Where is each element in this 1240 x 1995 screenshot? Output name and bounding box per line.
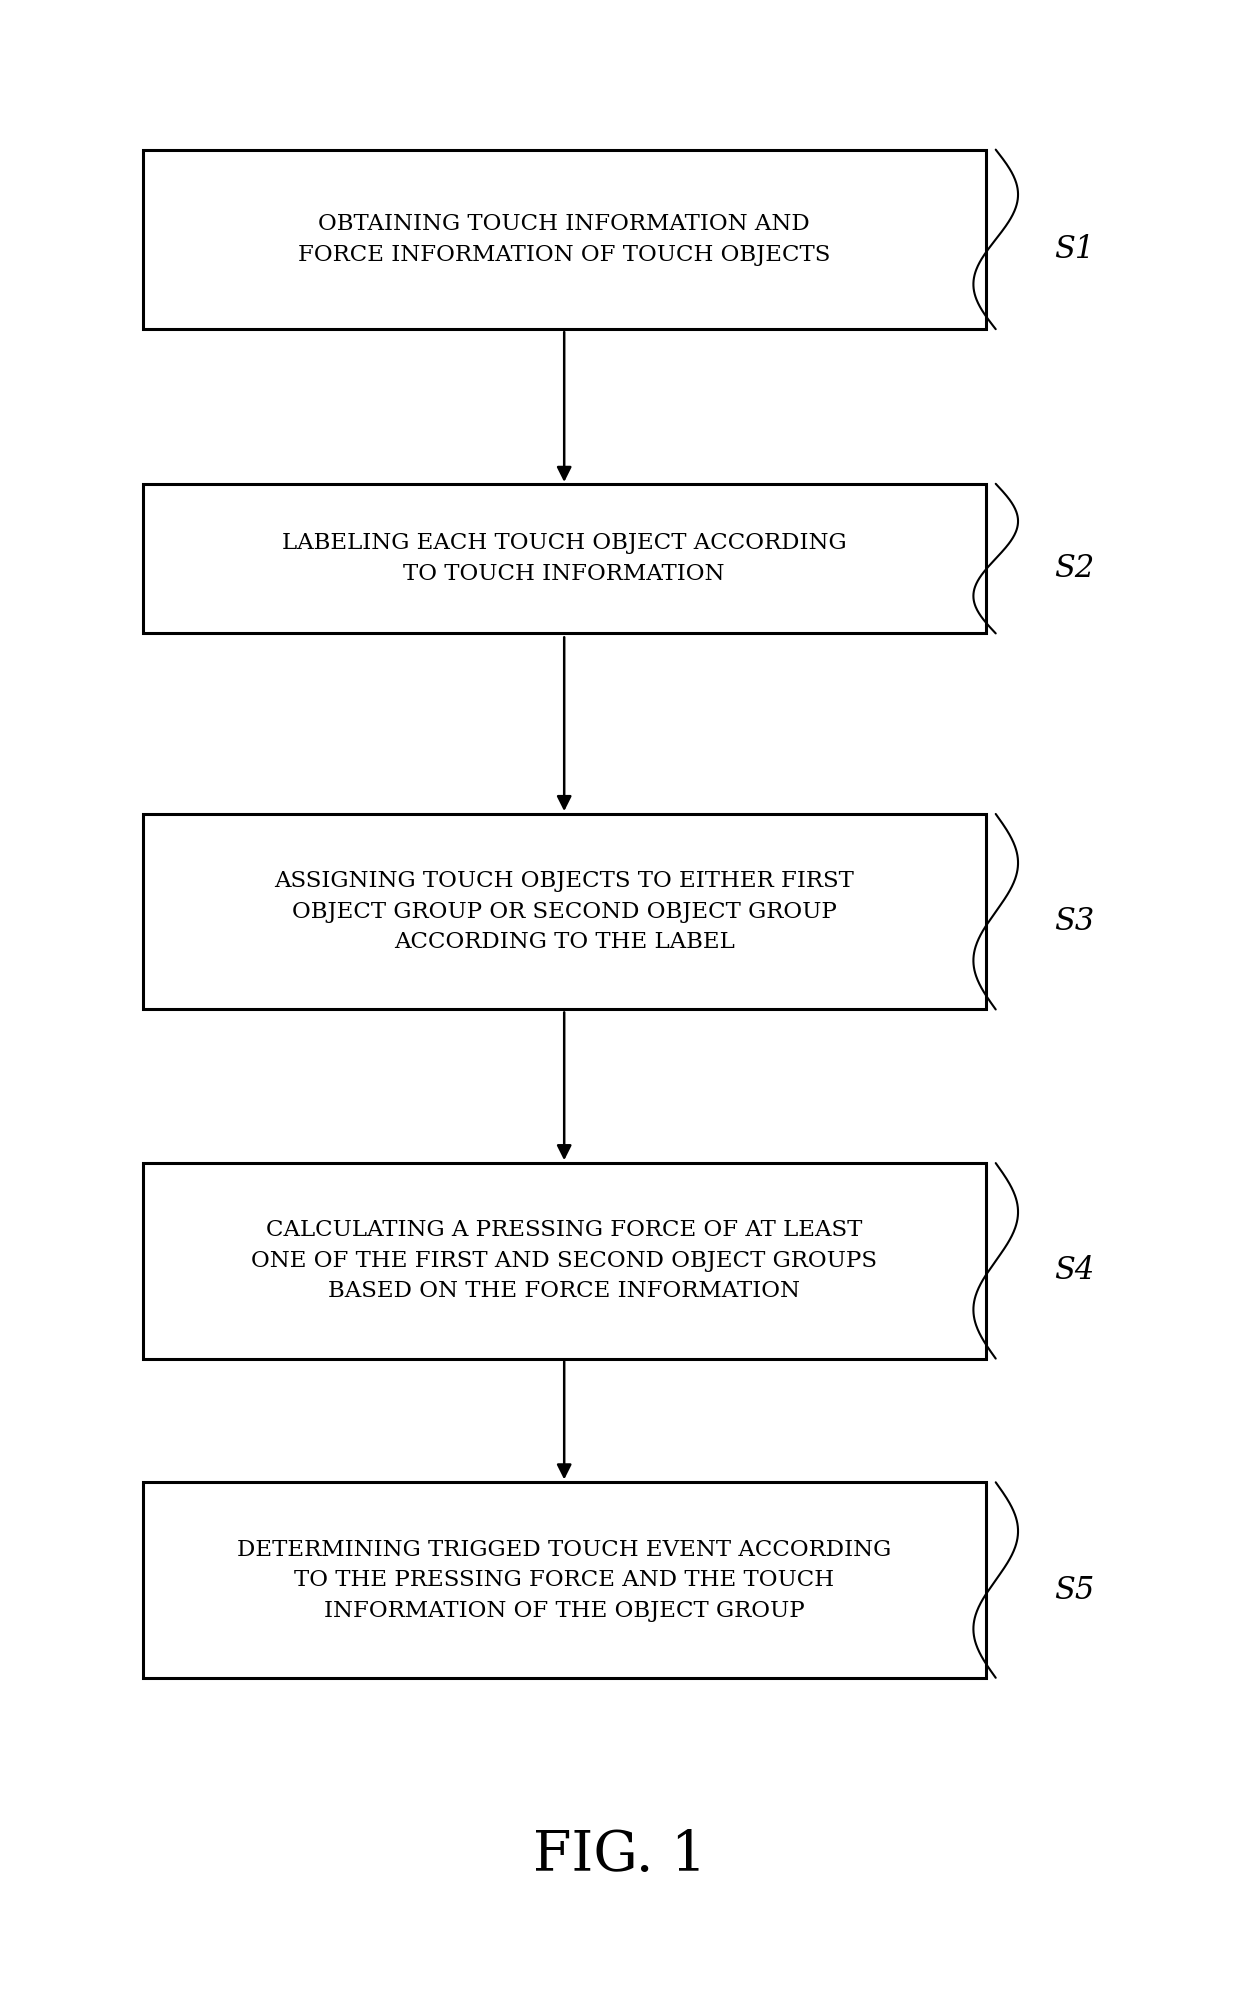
Text: DETERMINING TRIGGED TOUCH EVENT ACCORDING
TO THE PRESSING FORCE AND THE TOUCH
IN: DETERMINING TRIGGED TOUCH EVENT ACCORDIN… (237, 1538, 892, 1622)
Text: S1: S1 (1054, 233, 1094, 265)
FancyBboxPatch shape (143, 1163, 986, 1359)
Text: CALCULATING A PRESSING FORCE OF AT LEAST
ONE OF THE FIRST AND SECOND OBJECT GROU: CALCULATING A PRESSING FORCE OF AT LEAST… (252, 1219, 877, 1303)
Text: LABELING EACH TOUCH OBJECT ACCORDING
TO TOUCH INFORMATION: LABELING EACH TOUCH OBJECT ACCORDING TO … (281, 533, 847, 585)
Text: FIG. 1: FIG. 1 (533, 1827, 707, 1883)
Text: OBTAINING TOUCH INFORMATION AND
FORCE INFORMATION OF TOUCH OBJECTS: OBTAINING TOUCH INFORMATION AND FORCE IN… (298, 213, 831, 265)
FancyBboxPatch shape (143, 150, 986, 329)
FancyBboxPatch shape (143, 485, 986, 634)
Text: S2: S2 (1054, 553, 1094, 585)
FancyBboxPatch shape (143, 814, 986, 1009)
Text: S3: S3 (1054, 906, 1094, 938)
Text: S5: S5 (1054, 1574, 1094, 1606)
Text: S4: S4 (1054, 1255, 1094, 1287)
Text: ASSIGNING TOUCH OBJECTS TO EITHER FIRST
OBJECT GROUP OR SECOND OBJECT GROUP
ACCO: ASSIGNING TOUCH OBJECTS TO EITHER FIRST … (274, 870, 854, 954)
FancyBboxPatch shape (143, 1482, 986, 1678)
